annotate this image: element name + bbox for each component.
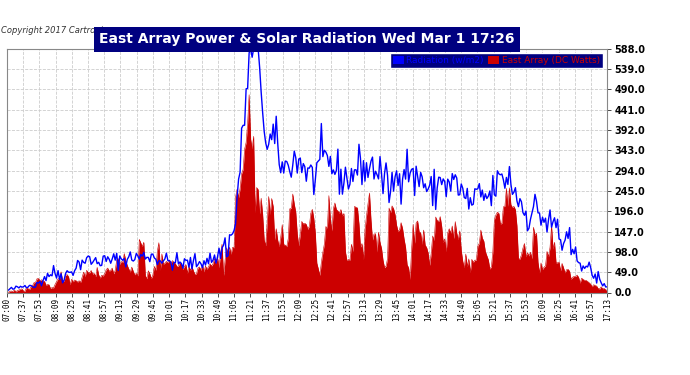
Text: Copyright 2017 Cartronics.com: Copyright 2017 Cartronics.com xyxy=(1,26,132,35)
Title: East Array Power & Solar Radiation Wed Mar 1 17:26: East Array Power & Solar Radiation Wed M… xyxy=(99,32,515,46)
Legend: Radiation (w/m2), East Array (DC Watts): Radiation (w/m2), East Array (DC Watts) xyxy=(390,53,602,68)
